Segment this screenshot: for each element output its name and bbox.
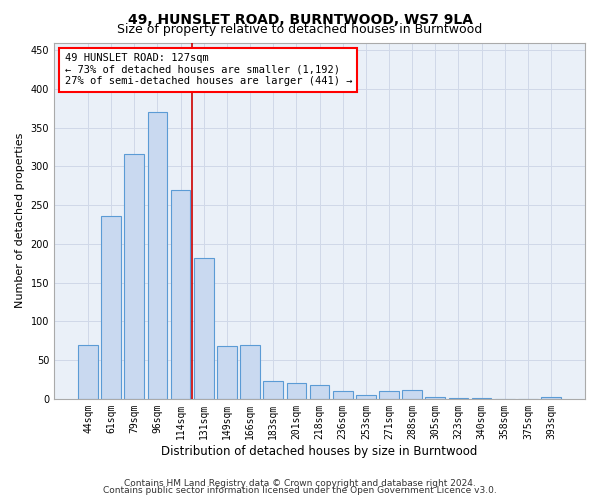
Bar xyxy=(356,395,376,399)
Bar xyxy=(425,398,445,399)
Text: 49 HUNSLET ROAD: 127sqm
← 73% of detached houses are smaller (1,192)
27% of semi: 49 HUNSLET ROAD: 127sqm ← 73% of detache… xyxy=(65,53,352,86)
Bar xyxy=(310,385,329,399)
Bar xyxy=(240,344,260,399)
Bar xyxy=(402,390,422,399)
Bar xyxy=(333,391,353,399)
Bar xyxy=(217,346,237,399)
Bar xyxy=(124,154,144,399)
Y-axis label: Number of detached properties: Number of detached properties xyxy=(15,133,25,308)
Bar xyxy=(379,391,399,399)
Bar xyxy=(287,384,306,399)
Bar xyxy=(78,344,98,399)
Bar xyxy=(263,381,283,399)
Bar xyxy=(194,258,214,399)
Bar xyxy=(449,398,468,399)
Text: Contains HM Land Registry data © Crown copyright and database right 2024.: Contains HM Land Registry data © Crown c… xyxy=(124,478,476,488)
Text: Size of property relative to detached houses in Burntwood: Size of property relative to detached ho… xyxy=(118,22,482,36)
Bar xyxy=(101,216,121,399)
Bar xyxy=(472,398,491,399)
Text: 49, HUNSLET ROAD, BURNTWOOD, WS7 9LA: 49, HUNSLET ROAD, BURNTWOOD, WS7 9LA xyxy=(128,12,473,26)
X-axis label: Distribution of detached houses by size in Burntwood: Distribution of detached houses by size … xyxy=(161,444,478,458)
Bar xyxy=(171,190,190,399)
Text: Contains public sector information licensed under the Open Government Licence v3: Contains public sector information licen… xyxy=(103,486,497,495)
Bar xyxy=(541,396,561,399)
Bar xyxy=(148,112,167,399)
